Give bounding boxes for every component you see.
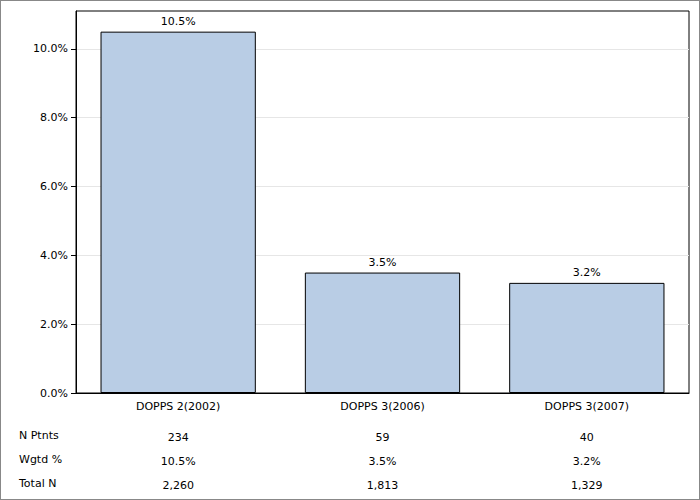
svg-text:Total N: Total N — [18, 477, 56, 490]
svg-text:DOPPS 2(2002): DOPPS 2(2002) — [136, 400, 220, 413]
svg-text:3.5%: 3.5% — [369, 455, 397, 468]
svg-text:Wgtd %: Wgtd % — [19, 453, 62, 466]
svg-text:3.5%: 3.5% — [369, 256, 397, 269]
svg-text:3.2%: 3.2% — [573, 455, 601, 468]
svg-text:2.0%: 2.0% — [40, 318, 68, 331]
svg-text:4.0%: 4.0% — [40, 249, 68, 262]
svg-text:234: 234 — [168, 431, 189, 444]
svg-text:40: 40 — [580, 431, 594, 444]
svg-text:59: 59 — [376, 431, 390, 444]
svg-text:DOPPS 3(2006): DOPPS 3(2006) — [340, 400, 424, 413]
svg-text:N Ptnts: N Ptnts — [19, 429, 59, 442]
svg-text:3.2%: 3.2% — [573, 266, 601, 279]
svg-text:1,329: 1,329 — [571, 479, 603, 492]
svg-text:10.0%: 10.0% — [33, 42, 68, 55]
svg-text:DOPPS 3(2007): DOPPS 3(2007) — [545, 400, 629, 413]
svg-text:8.0%: 8.0% — [40, 111, 68, 124]
svg-text:2,260: 2,260 — [162, 479, 194, 492]
svg-text:0.0%: 0.0% — [40, 387, 68, 400]
svg-text:1,813: 1,813 — [367, 479, 399, 492]
svg-text:10.5%: 10.5% — [161, 15, 196, 28]
svg-text:10.5%: 10.5% — [161, 455, 196, 468]
svg-text:6.0%: 6.0% — [40, 180, 68, 193]
